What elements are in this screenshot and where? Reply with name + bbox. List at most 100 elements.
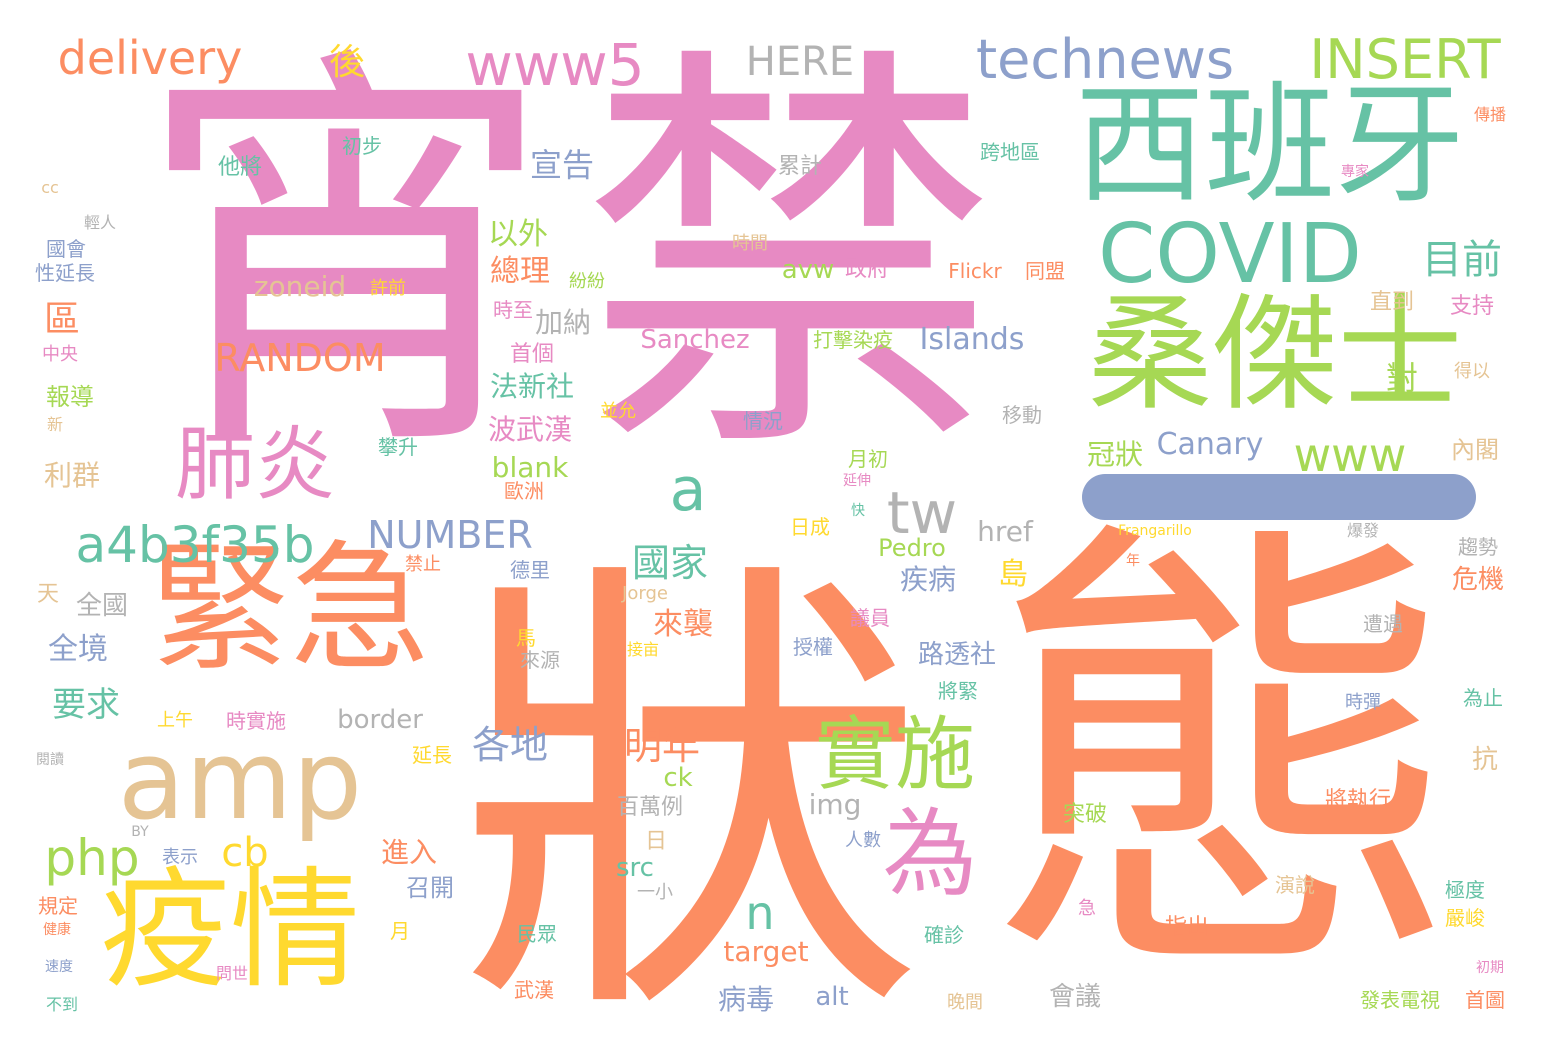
cloud-word: 情況 <box>743 409 783 433</box>
cloud-word: 桑傑士 <box>1087 282 1463 428</box>
cloud-word: 首圖 <box>1465 988 1505 1012</box>
cloud-word: 時彈 <box>1345 692 1381 713</box>
cloud-word: 召開 <box>406 874 454 902</box>
cloud-word: 一小 <box>637 882 673 903</box>
cloud-word: 爆發 <box>1346 521 1380 540</box>
cloud-word: 會議 <box>1048 982 1102 1012</box>
cloud-word: Frangarillo <box>1118 523 1192 539</box>
cloud-word: 同盟 <box>1025 259 1065 283</box>
cloud-word: 抗 <box>1471 745 1499 775</box>
cloud-word: 閱讀 <box>36 752 64 768</box>
cloud-word: a4b3f35b <box>75 516 315 574</box>
cloud-word: 德里 <box>510 558 550 582</box>
cloud-word: 接亩 <box>626 640 660 659</box>
cloud-word: 延伸 <box>843 473 871 489</box>
cloud-word: 趨勢 <box>1458 535 1498 559</box>
cloud-word: n <box>745 886 775 940</box>
cloud-word: target <box>723 935 809 968</box>
cloud-word: 以外 <box>488 217 548 252</box>
cloud-word: 冠狀 <box>1086 438 1144 471</box>
cloud-word: technews <box>975 28 1235 91</box>
cloud-word: COVID <box>1098 207 1362 302</box>
cloud-word: 宣告 <box>529 146 595 184</box>
cloud-word: Jorge <box>622 583 668 604</box>
cloud-word: 得以 <box>1454 361 1490 382</box>
cloud-word: 為 <box>882 799 978 910</box>
cloud-word: ck <box>663 763 693 793</box>
cloud-word: 禁止 <box>405 554 441 575</box>
cloud-word: php <box>44 829 140 887</box>
cloud-word: 發表電視 <box>1360 988 1440 1012</box>
cloud-word: 健康 <box>43 922 71 938</box>
cloud-word: RANDOM <box>214 336 386 380</box>
cloud-word: 加納 <box>534 306 592 339</box>
cloud-word: img <box>808 788 862 821</box>
cloud-word: 初步 <box>342 134 382 158</box>
cloud-word: cc <box>41 178 59 197</box>
cloud-word: 路透社 <box>917 640 997 670</box>
cloud-word: 實施 <box>815 708 975 801</box>
cloud-word: 人數 <box>845 830 881 851</box>
cloud-word: src <box>616 853 654 883</box>
cloud-word: 上午 <box>157 710 193 731</box>
cloud-word: 國家 <box>631 541 709 585</box>
cloud-word: 將緊 <box>938 679 978 703</box>
cloud-word: 宵 <box>135 15 555 504</box>
cloud-word: tw <box>886 479 958 547</box>
cloud-word: 歐洲 <box>504 479 544 503</box>
cloud-word: 他將 <box>217 155 263 180</box>
cloud-word: 內閣 <box>1451 436 1499 464</box>
cloud-word: 要求 <box>52 685 120 725</box>
cloud-word: 全國 <box>75 591 129 621</box>
cloud-word: 疾病 <box>899 563 957 596</box>
cloud-word: 利群 <box>43 459 101 492</box>
cloud-word: 國會 <box>46 237 86 261</box>
cloud-word: 各地 <box>471 723 549 767</box>
cloud-word: 年 <box>1126 553 1140 569</box>
cloud-word: 明年 <box>623 724 701 768</box>
cloud-word: 時實施 <box>226 709 286 733</box>
cloud-word: 授權 <box>793 635 833 659</box>
cloud-word: 時間 <box>732 233 768 254</box>
cloud-word: 全境 <box>48 632 108 667</box>
cloud-word: 累計 <box>777 154 823 179</box>
cloud-word: NUMBER <box>367 513 533 557</box>
cloud-word: zoneid <box>253 270 347 303</box>
cloud-word: 指出 <box>1164 915 1210 940</box>
cloud-word: a <box>669 455 707 525</box>
cloud-word: 報導 <box>46 383 94 411</box>
cloud-word: 態 <box>990 486 1460 1033</box>
cloud-word: www5 <box>465 31 645 99</box>
cloud-word: 急 <box>1078 898 1096 919</box>
cloud-word: 病毒 <box>717 983 775 1016</box>
cloud-word: 月初 <box>848 447 888 471</box>
cloud-word: 民眾 <box>517 922 557 946</box>
cloud-word: Pedro <box>878 534 946 562</box>
cloud-word: 日 <box>644 829 668 854</box>
cloud-word: 跨地區 <box>980 140 1040 164</box>
cloud-word: 極度 <box>1445 878 1485 902</box>
cloud-word: 規定 <box>38 894 78 918</box>
cloud-word: delivery <box>57 31 243 85</box>
cloud-word: 日成 <box>790 515 830 539</box>
cloud-word: border <box>337 705 423 735</box>
cloud-word: 目前 <box>1422 237 1502 283</box>
cloud-word: 波武漢 <box>487 413 573 446</box>
cloud-word: 區 <box>43 299 81 340</box>
cloud-word: 時至 <box>493 298 533 322</box>
cloud-word: 法新社 <box>489 370 575 403</box>
cloud-word: 延長 <box>412 743 452 767</box>
cloud-word: avw <box>781 255 835 285</box>
cloud-word: 首個 <box>509 342 555 367</box>
cloud-word: HERE <box>745 39 855 85</box>
cloud-word: Canary <box>1156 427 1264 462</box>
cloud-word: 來襲 <box>653 607 713 642</box>
cloud-word: 問世 <box>215 964 249 983</box>
cloud-word: 輕人 <box>83 213 117 232</box>
banner-bar <box>1082 474 1476 520</box>
cloud-word: 武漢 <box>514 978 554 1002</box>
cloud-word: 直到 <box>1369 290 1415 315</box>
cloud-word: 政府 <box>844 257 890 282</box>
cloud-word: 進入 <box>380 836 438 869</box>
cloud-word: 禁 <box>580 15 1000 504</box>
